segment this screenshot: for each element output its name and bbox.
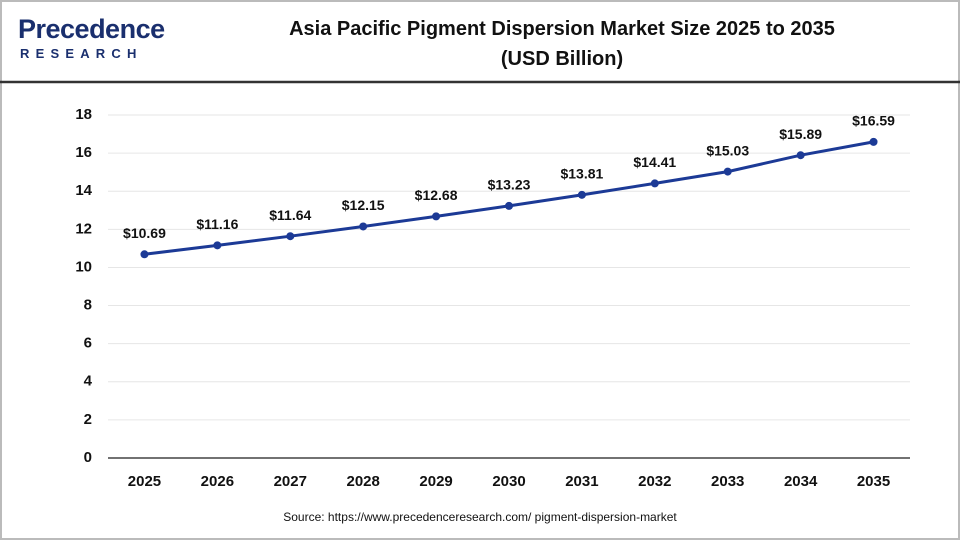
x-tick-label: 2029 xyxy=(419,473,452,490)
x-tick-label: 2026 xyxy=(201,473,234,490)
y-tick-label: 4 xyxy=(84,373,93,390)
data-label: $12.15 xyxy=(342,197,385,213)
y-tick-label: 18 xyxy=(75,106,92,123)
data-label: $10.69 xyxy=(123,225,166,241)
point xyxy=(432,212,441,221)
data-label: $11.16 xyxy=(196,216,238,232)
x-tick-label: 2028 xyxy=(346,473,379,490)
x-tick-label: 2030 xyxy=(492,473,525,490)
y-tick-label: 6 xyxy=(84,335,92,352)
data-label: $16.59 xyxy=(852,113,895,129)
y-tick-label: 8 xyxy=(84,297,92,314)
point xyxy=(140,250,149,259)
point xyxy=(213,241,222,250)
x-tick-label: 2034 xyxy=(784,473,818,490)
point xyxy=(505,201,513,210)
data-label: $15.03 xyxy=(706,142,749,158)
data-label: $14.41 xyxy=(633,154,676,170)
point xyxy=(869,137,878,146)
chart-title: Asia Pacific Pigment Dispersion Market S… xyxy=(289,18,835,70)
data-label: $15.89 xyxy=(779,126,822,142)
line xyxy=(144,140,874,256)
y-tick-label: 16 xyxy=(75,144,92,161)
logo-tagline: RESEARCH xyxy=(20,46,143,61)
y-tick-label: 0 xyxy=(84,449,92,466)
data-label: $12.68 xyxy=(415,187,458,203)
point xyxy=(650,179,659,188)
data-label: $13.81 xyxy=(560,166,603,182)
data-label: $13.23 xyxy=(488,177,531,193)
x-tick-label: 2025 xyxy=(128,473,161,490)
logo-name: Precedence xyxy=(18,14,165,44)
point xyxy=(286,232,295,241)
x-tick-label: 2027 xyxy=(274,473,307,490)
y-tick-label: 2 xyxy=(84,411,92,428)
x-tick-label: 2035 xyxy=(857,473,890,490)
y-tick-label: 14 xyxy=(75,182,92,199)
point xyxy=(796,151,805,160)
x-tick-label: 2031 xyxy=(565,473,598,490)
x-tick-label: 2033 xyxy=(711,473,744,490)
point xyxy=(577,190,586,199)
point xyxy=(723,167,732,176)
source: Source: https://www.precedenceresearch.c… xyxy=(283,510,677,524)
x-tick-label: 2032 xyxy=(638,473,671,490)
y-tick-label: 10 xyxy=(75,258,92,275)
point xyxy=(359,222,368,231)
data-label: $11.64 xyxy=(269,207,311,223)
y-tick-label: 12 xyxy=(75,220,92,237)
